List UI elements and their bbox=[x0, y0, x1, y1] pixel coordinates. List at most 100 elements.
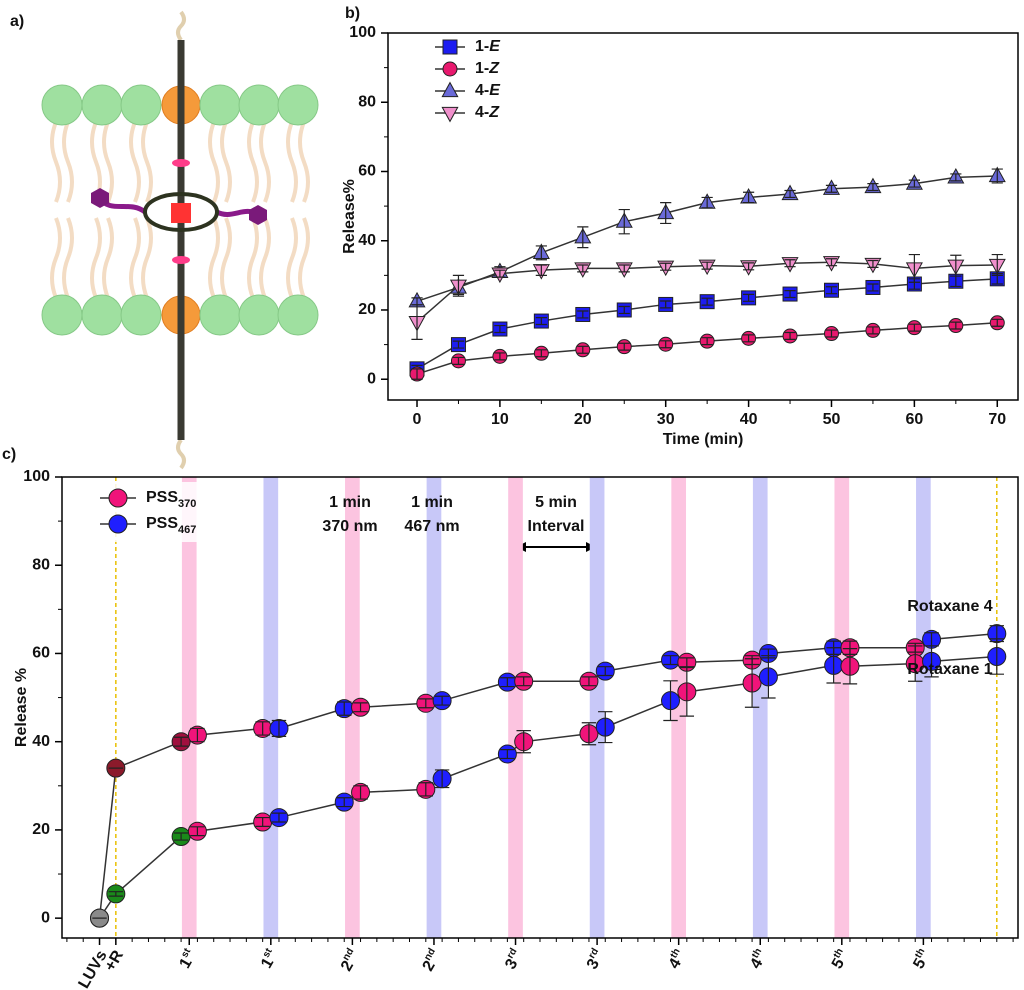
series-line bbox=[98, 632, 997, 919]
series-label: Rotaxane 1 bbox=[907, 661, 992, 678]
lipid-tail bbox=[50, 121, 62, 203]
error-bar bbox=[577, 345, 589, 354]
lipid-head bbox=[41, 294, 83, 336]
irradiation-stripe bbox=[671, 477, 687, 938]
error-bar bbox=[516, 730, 531, 754]
error-bar bbox=[108, 891, 124, 897]
text-part: 4- bbox=[475, 104, 489, 121]
error-bar bbox=[581, 722, 597, 746]
y-tick-label: 40 bbox=[32, 733, 50, 750]
text-part: PSS bbox=[146, 515, 178, 532]
x-tick-label: 40 bbox=[740, 411, 758, 428]
error-bar bbox=[577, 310, 589, 319]
y-tick-label: 80 bbox=[32, 556, 50, 573]
x-tick-label: 70 bbox=[988, 411, 1006, 428]
x-tick-label: +R bbox=[102, 947, 127, 974]
annotation: 5 min bbox=[535, 494, 577, 511]
x-tick-label: 10 bbox=[491, 411, 509, 428]
error-bar bbox=[353, 702, 368, 713]
center-unit bbox=[171, 203, 191, 223]
error-bar bbox=[434, 695, 450, 706]
error-bar bbox=[618, 342, 630, 351]
stopper-string bbox=[176, 10, 186, 42]
legend-label: PSS467 bbox=[146, 515, 196, 536]
error-bar bbox=[742, 262, 755, 271]
y-tick-label: 60 bbox=[32, 645, 50, 662]
lipid-head bbox=[120, 84, 162, 126]
error-bar bbox=[924, 645, 939, 678]
error-bar bbox=[825, 184, 838, 193]
x-tick-label: 1st bbox=[175, 946, 201, 972]
y-tick-label: 60 bbox=[358, 163, 376, 180]
text-part: 467 bbox=[178, 524, 196, 536]
error-bar bbox=[826, 647, 841, 684]
error-bar bbox=[742, 334, 755, 343]
error-bar bbox=[701, 196, 713, 209]
error-bar bbox=[618, 264, 630, 273]
marker bbox=[108, 488, 128, 508]
error-bar bbox=[742, 191, 755, 204]
y-tick-label: 100 bbox=[349, 24, 376, 41]
error-bar bbox=[660, 262, 672, 271]
series-line bbox=[98, 655, 997, 919]
lipid-tail bbox=[208, 217, 220, 299]
lipid-head bbox=[238, 84, 280, 126]
lipid-tail bbox=[298, 121, 310, 203]
error-bar bbox=[500, 749, 515, 760]
error-bar bbox=[190, 826, 205, 837]
lipid-head bbox=[120, 294, 162, 336]
error-bar bbox=[418, 782, 434, 797]
irradiation-stripe bbox=[589, 477, 605, 938]
lipid-tail bbox=[102, 217, 114, 299]
error-bar bbox=[271, 719, 287, 737]
legend-label: PSS370 bbox=[146, 489, 196, 510]
lipid-head bbox=[41, 84, 83, 126]
x-axis-title: Time (min) bbox=[663, 431, 744, 448]
error-bar bbox=[535, 349, 547, 358]
x-tick-label: 1st bbox=[257, 946, 283, 972]
error-bar bbox=[663, 680, 678, 722]
error-bar bbox=[173, 832, 189, 841]
x-tick-label: 5th bbox=[827, 947, 853, 972]
error-bar bbox=[784, 289, 796, 299]
marker bbox=[108, 514, 128, 534]
error-bar bbox=[679, 657, 695, 668]
error-bar bbox=[784, 189, 796, 199]
macrocycle bbox=[143, 192, 219, 232]
lipid-head bbox=[199, 84, 241, 126]
error-bar bbox=[337, 797, 352, 808]
annotation: Interval bbox=[528, 518, 585, 535]
x-tick-label: 3rd bbox=[501, 947, 527, 973]
error-bar bbox=[991, 168, 1003, 184]
error-bar bbox=[577, 226, 589, 249]
error-bar bbox=[784, 331, 796, 341]
text-part: nd bbox=[341, 947, 357, 963]
error-bar bbox=[701, 297, 713, 306]
text-part: nd bbox=[422, 947, 438, 963]
irradiation-stripe bbox=[834, 477, 850, 938]
error-bar bbox=[825, 286, 838, 295]
legend-label: 1-E bbox=[475, 38, 501, 55]
lipid-tail bbox=[220, 121, 232, 203]
error-bar bbox=[989, 638, 1004, 675]
x-tick-label: 0 bbox=[413, 411, 422, 428]
y-tick-label: 20 bbox=[32, 821, 50, 838]
marker bbox=[441, 81, 459, 98]
lipid-tail bbox=[220, 217, 232, 299]
x-tick-label: 60 bbox=[905, 411, 923, 428]
y-tick-label: 80 bbox=[358, 93, 376, 110]
error-bar bbox=[908, 253, 920, 283]
lipid-head bbox=[81, 84, 123, 126]
error-bar bbox=[452, 340, 465, 349]
text-part: rd bbox=[505, 947, 520, 961]
irradiation-stripe bbox=[181, 477, 197, 938]
error-bar bbox=[908, 645, 923, 682]
panel-label: b) bbox=[345, 5, 360, 22]
error-bar bbox=[255, 816, 270, 827]
error-bar bbox=[679, 666, 695, 717]
lipid-tail bbox=[62, 121, 74, 203]
rotaxane-membrane-diagram bbox=[41, 10, 319, 470]
error-bar bbox=[950, 254, 962, 277]
error-bar bbox=[577, 264, 589, 273]
lipid-head bbox=[81, 294, 123, 336]
